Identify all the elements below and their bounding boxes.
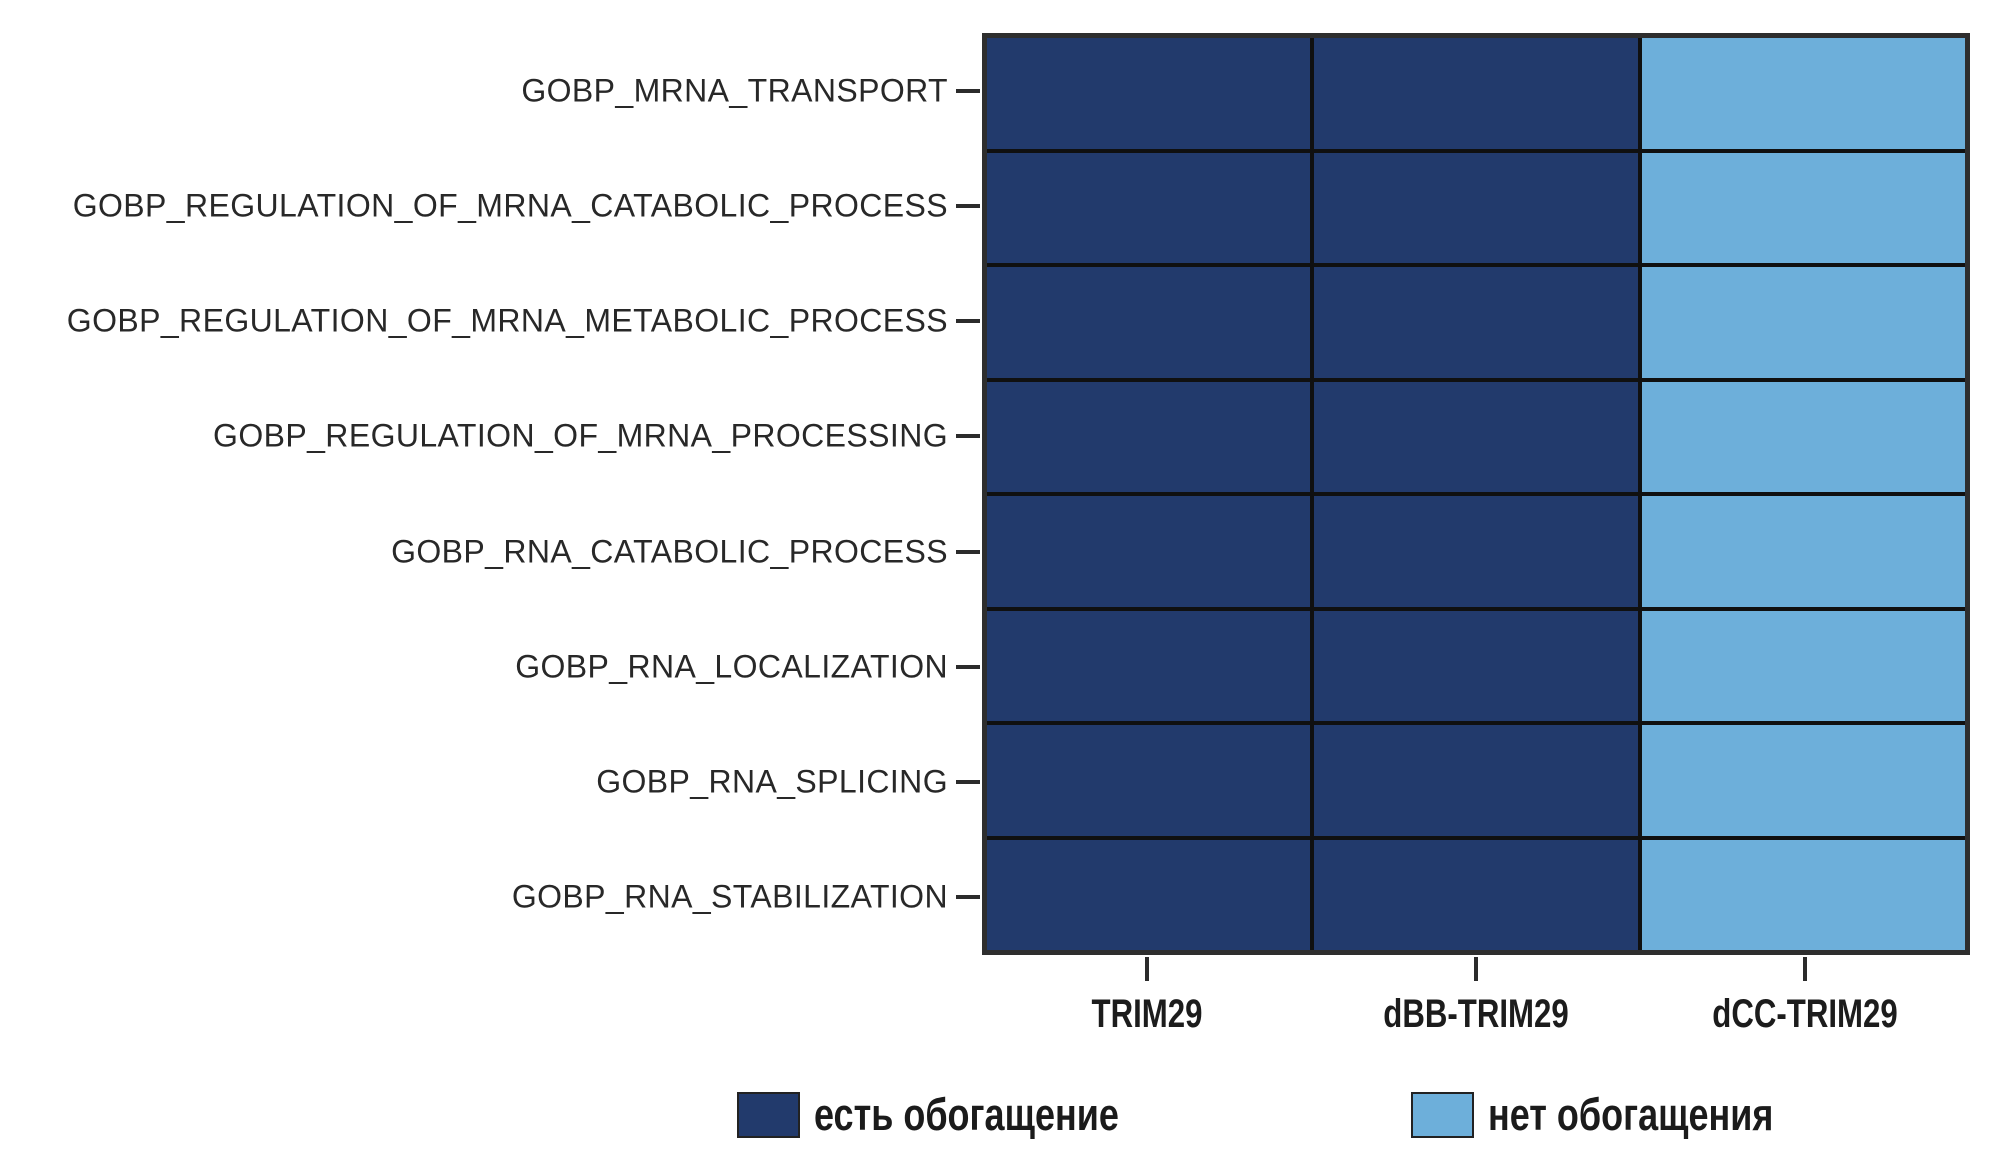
column-label: dCC-TRIM29 xyxy=(1712,992,1899,1036)
y-axis-tick xyxy=(956,319,980,324)
heatmap-cell-r6-c3 xyxy=(1641,610,1965,721)
heatmap-cell-r7-c2 xyxy=(1314,725,1638,836)
heatmap-cell-r3-c2 xyxy=(1314,267,1638,378)
heatmap-cell-r1-c1 xyxy=(987,38,1311,149)
y-axis-tick xyxy=(956,434,980,439)
x-axis-tick xyxy=(1144,957,1149,981)
row-label: GOBP_REGULATION_OF_MRNA_CATABOLIC_PROCES… xyxy=(72,187,948,224)
heatmap-cell-r8-c3 xyxy=(1641,839,1965,950)
legend-item: есть обогащение xyxy=(737,1089,1195,1141)
heatmap-cell-r5-c1 xyxy=(987,496,1311,607)
row-label: GOBP_RNA_STABILIZATION xyxy=(511,878,948,915)
y-axis-tick xyxy=(956,549,980,554)
heatmap-cell-r3-c1 xyxy=(987,267,1311,378)
y-axis-labels: GOBP_MRNA_TRANSPORT GOBP_REGULATION_OF_MR… xyxy=(0,33,948,955)
legend-label: есть обогащение xyxy=(814,1089,1119,1140)
row-label: GOBP_RNA_SPLICING xyxy=(596,763,948,800)
y-axis-tick xyxy=(956,203,980,208)
row-label: GOBP_RNA_CATABOLIC_PROCESS xyxy=(391,533,948,570)
heatmap-grid xyxy=(982,33,1970,955)
heatmap-cell-r5-c3 xyxy=(1641,496,1965,607)
heatmap-cell-r6-c1 xyxy=(987,610,1311,721)
heatmap-cell-r6-c2 xyxy=(1314,610,1638,721)
heatmap-cell-r7-c3 xyxy=(1641,725,1965,836)
column-label: TRIM29 xyxy=(1091,992,1203,1036)
heatmap-cell-r4-c3 xyxy=(1641,381,1965,492)
heatmap-cell-r4-c1 xyxy=(987,381,1311,492)
heatmap-cell-r1-c3 xyxy=(1641,38,1965,149)
legend-item: нет обогащения xyxy=(1411,1089,1845,1141)
heatmap-cell-r8-c2 xyxy=(1314,839,1638,950)
heatmap-cell-r7-c1 xyxy=(987,725,1311,836)
x-axis-tick xyxy=(1803,957,1808,981)
heatmap-cell-r5-c2 xyxy=(1314,496,1638,607)
row-label: GOBP_MRNA_TRANSPORT xyxy=(521,72,948,109)
legend-swatch xyxy=(737,1092,800,1138)
row-label: GOBP_REGULATION_OF_MRNA_METABOLIC_PROCES… xyxy=(66,302,948,339)
y-axis-tick xyxy=(956,88,980,93)
heatmap-cell-r4-c2 xyxy=(1314,381,1638,492)
column-label: dBB-TRIM29 xyxy=(1383,992,1569,1036)
heatmap-cell-r2-c3 xyxy=(1641,152,1965,263)
legend-label: нет обогащения xyxy=(1488,1089,1774,1140)
heatmap-cell-r1-c2 xyxy=(1314,38,1638,149)
heatmap-cell-r2-c2 xyxy=(1314,152,1638,263)
y-axis-tick xyxy=(956,780,980,785)
y-axis-tick xyxy=(956,895,980,900)
legend-swatch xyxy=(1411,1092,1474,1138)
x-axis-tick xyxy=(1474,957,1478,981)
row-label: GOBP_REGULATION_OF_MRNA_PROCESSING xyxy=(213,417,948,454)
heatmap-cell-r2-c1 xyxy=(987,152,1311,263)
row-label: GOBP_RNA_LOCALIZATION xyxy=(515,648,948,685)
heatmap-cell-r8-c1 xyxy=(987,839,1311,950)
y-axis-tick xyxy=(956,664,980,669)
heatmap-cell-r3-c3 xyxy=(1641,267,1965,378)
